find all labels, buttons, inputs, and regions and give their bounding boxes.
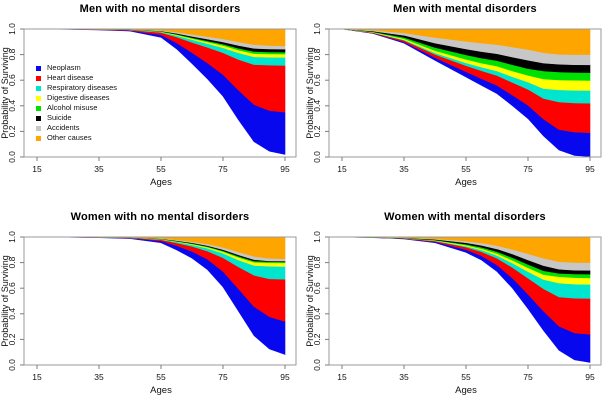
y-tick-label: 0.8: [312, 256, 322, 268]
y-tick-label: 1.0: [7, 231, 17, 243]
legend-label: Suicide: [47, 113, 72, 122]
legend-label: Respiratory diseases: [47, 83, 118, 92]
x-tick-label: 55: [461, 164, 471, 174]
chart-title: Women with mental disorders: [384, 211, 546, 223]
x-tick-label: 95: [585, 164, 595, 174]
x-tick-label: 15: [32, 164, 42, 174]
chart-men-with-mental-disorders: 15 35 55 75 95 1.0 0.8 0.6 0.4 0.2 0.0 Probability …: [305, 23, 602, 188]
y-tick-label: 0.6: [312, 74, 322, 86]
legend-label: Alcohol misuse: [47, 103, 98, 112]
legend-swatch-icon: [36, 105, 41, 111]
x-tick-label: 75: [523, 372, 533, 382]
y-tick-label: 0.6: [7, 282, 17, 294]
chart-women-with-mental-disorders: 15 35 55 75 95 1.0 0.8 0.6 0.4 0.2 0.0 Probability …: [305, 231, 602, 396]
plot-box: [23, 28, 297, 158]
x-tick-label: 35: [399, 164, 409, 174]
legend-item: Other causes: [36, 133, 117, 143]
legend-label: Accidents: [47, 123, 80, 132]
y-tick-label: 0.2: [7, 333, 17, 345]
legend-swatch-icon: [36, 65, 41, 71]
x-tick-label: 95: [585, 372, 595, 382]
y-axis-label: Probability of Surviving: [305, 255, 315, 347]
legend-item: Accidents: [36, 123, 117, 133]
legend-item: Digestive diseases: [36, 93, 117, 103]
y-tick-label: 0.0: [312, 151, 322, 163]
y-tick-label: 1.0: [312, 23, 322, 35]
chart-women-no-mental-disorders: 15 35 55 75 95 1.0 0.8 0.6 0.4 0.2 0.0 Probability …: [0, 231, 297, 396]
y-tick-label: 0.4: [312, 100, 322, 112]
y-axis-label: Probability of Surviving: [0, 255, 10, 347]
x-tick-label: 95: [280, 372, 290, 382]
x-tick-label: 75: [218, 164, 228, 174]
panel-men-with-mental-disorders: Men with mental disorders 15 35 55 75 95 1.0 0…: [305, 0, 609, 207]
plot-box: [328, 236, 602, 366]
x-tick-label: 35: [399, 372, 409, 382]
y-axis-label: Probability of Surviving: [305, 47, 315, 139]
y-tick-label: 1.0: [312, 231, 322, 243]
chart-title: Men with mental disorders: [393, 3, 537, 15]
x-tick-label: 55: [156, 164, 166, 174]
y-tick-label: 0.2: [312, 333, 322, 345]
x-tick-label: 35: [94, 164, 104, 174]
legend-label: Heart disease: [47, 73, 94, 82]
x-tick-label: 15: [337, 372, 347, 382]
chart-title: Men with no mental disorders: [79, 3, 241, 15]
x-tick-label: 75: [218, 372, 228, 382]
x-tick-label: 15: [32, 372, 42, 382]
y-tick-label: 0.0: [7, 359, 17, 371]
x-tick-label: 55: [461, 372, 471, 382]
legend-swatch-icon: [36, 125, 41, 131]
x-tick-label: 15: [337, 164, 347, 174]
x-axis-label: Ages: [150, 177, 172, 188]
legend-swatch-icon: [36, 135, 41, 141]
x-axis-label: Ages: [455, 177, 477, 188]
legend-label: Neoplasm: [47, 63, 81, 72]
x-tick-label: 55: [156, 372, 166, 382]
plot-box: [328, 28, 602, 158]
legend-item: Suicide: [36, 113, 117, 123]
x-axis-label: Ages: [150, 385, 172, 396]
panel-women-no-mental-disorders: Women with no mental disorders 15 35 55 75 9…: [0, 208, 304, 415]
x-tick-label: 95: [280, 164, 290, 174]
y-tick-label: 0.2: [7, 125, 17, 137]
y-tick-label: 0.0: [312, 359, 322, 371]
y-tick-label: 0.8: [312, 48, 322, 60]
y-tick-label: 0.8: [7, 256, 17, 268]
y-tick-label: 0.0: [7, 151, 17, 163]
y-tick-label: 0.6: [7, 74, 17, 86]
plot-box: [23, 236, 297, 366]
y-tick-label: 0.8: [7, 48, 17, 60]
chart-men-no-mental-disorders: 15 35 55 75 95 1.0 0.8 0.6 0.4 0.2 0.0 Probability …: [0, 23, 297, 188]
legend-item: Respiratory diseases: [36, 83, 117, 93]
legend-item: Alcohol misuse: [36, 103, 117, 113]
legend-swatch-icon: [36, 95, 41, 101]
x-tick-label: 75: [523, 164, 533, 174]
legend-swatch-icon: [36, 115, 41, 121]
chart-title: Women with no mental disorders: [70, 211, 250, 223]
y-tick-label: 0.4: [7, 100, 17, 112]
legend-swatch-icon: [36, 75, 41, 81]
y-tick-label: 0.4: [7, 308, 17, 320]
legend-swatch-icon: [36, 85, 41, 91]
y-tick-label: 0.2: [312, 125, 322, 137]
y-tick-label: 1.0: [7, 23, 17, 35]
x-tick-label: 35: [94, 372, 104, 382]
legend-item: Heart disease: [36, 73, 117, 83]
panel-women-with-mental-disorders: Women with mental disorders 15 35 55 75 95 1.…: [305, 208, 609, 415]
x-axis-label: Ages: [455, 385, 477, 396]
panel-men-no-mental-disorders: Men with no mental disorders 15 35 55 75 95 1…: [0, 0, 304, 207]
legend-item: Neoplasm: [36, 63, 117, 73]
legend-label: Digestive diseases: [47, 93, 110, 102]
chart-legend: Neoplasm Heart disease Respiratory disease…: [36, 63, 117, 143]
y-tick-label: 0.4: [312, 308, 322, 320]
legend-label: Other causes: [47, 133, 92, 142]
y-axis-label: Probability of Surviving: [0, 47, 10, 139]
y-tick-label: 0.6: [312, 282, 322, 294]
